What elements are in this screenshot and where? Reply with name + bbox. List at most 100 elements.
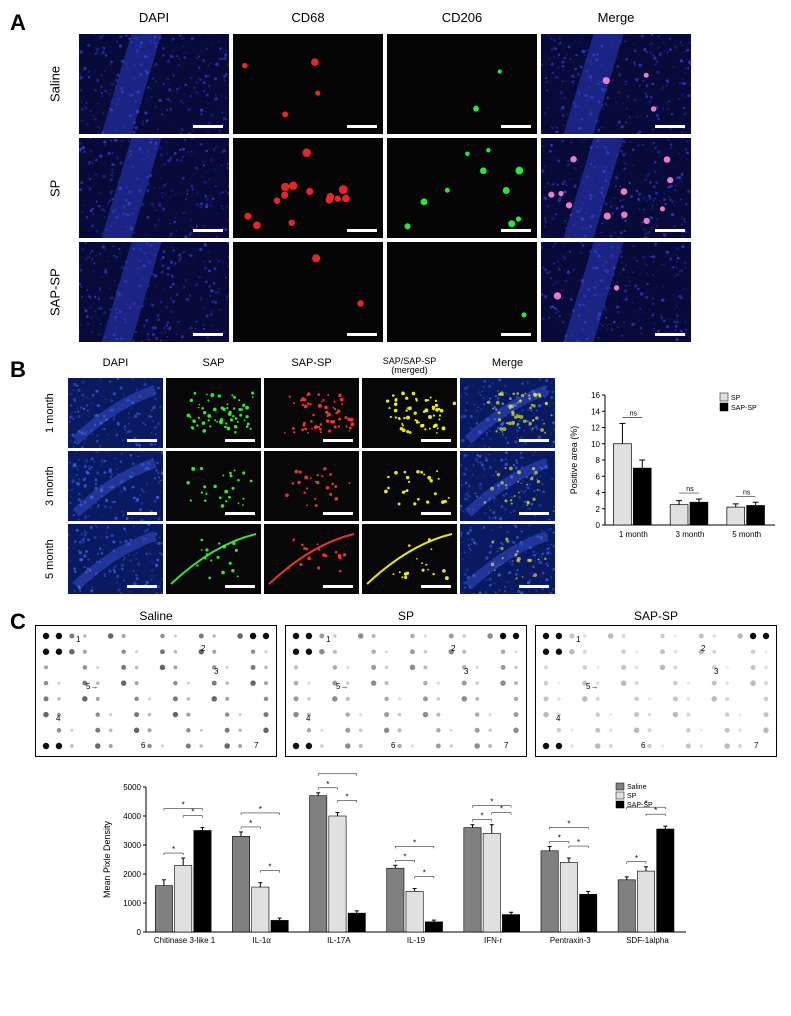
scale-bar <box>347 229 377 232</box>
row-header: Saline <box>35 34 75 134</box>
svg-text:ns: ns <box>630 410 638 417</box>
scale-bar <box>323 512 353 515</box>
col-header: CD206 <box>387 10 537 30</box>
svg-text:5000: 5000 <box>123 783 141 792</box>
panel-b: B DAPISAPSAP-SPSAP/SAP-SP (merged)Merge1… <box>10 357 781 594</box>
svg-text:2000: 2000 <box>123 870 141 879</box>
micrograph <box>233 34 383 134</box>
svg-text:Saline: Saline <box>627 784 647 791</box>
micrograph <box>541 138 691 238</box>
micrograph <box>362 451 457 521</box>
svg-text:Mean Pixle Density: Mean Pixle Density <box>102 820 112 898</box>
svg-text:SDF-1alpha: SDF-1alpha <box>626 936 669 945</box>
array-wrapper: Saline12345→67 <box>35 609 277 757</box>
svg-text:4: 4 <box>556 714 561 723</box>
panel-b-grid: DAPISAPSAP-SPSAP/SAP-SP (merged)Merge1 m… <box>35 357 555 594</box>
svg-text:IL-17A: IL-17A <box>327 936 351 945</box>
array-wrapper: SP 12345→67 <box>285 609 527 757</box>
svg-text:IL-19: IL-19 <box>406 936 425 945</box>
svg-text:*: * <box>499 805 502 814</box>
svg-text:7: 7 <box>254 741 259 750</box>
svg-text:0: 0 <box>596 521 601 530</box>
micrograph <box>541 34 691 134</box>
svg-text:16: 16 <box>591 391 600 400</box>
svg-text:1000: 1000 <box>123 899 141 908</box>
svg-text:Chitinase 3-like 1: Chitinase 3-like 1 <box>153 936 215 945</box>
svg-text:3: 3 <box>214 667 219 676</box>
micrograph <box>362 524 457 594</box>
svg-text:1 month: 1 month <box>619 530 648 539</box>
svg-text:3 month: 3 month <box>676 530 705 539</box>
col-header: Merge <box>541 10 691 30</box>
array-title: SAP-SP <box>535 609 777 623</box>
scale-bar <box>323 585 353 588</box>
micrograph <box>79 34 229 134</box>
scale-bar <box>225 512 255 515</box>
panel-a-label: A <box>10 10 26 36</box>
svg-text:*: * <box>634 854 637 863</box>
svg-text:*: * <box>567 819 570 828</box>
micrograph <box>79 138 229 238</box>
scale-bar <box>193 333 223 336</box>
row-header: 3 month <box>35 451 65 521</box>
svg-text:Positive area (%): Positive area (%) <box>569 426 579 495</box>
scale-bar <box>421 585 451 588</box>
svg-text:3000: 3000 <box>123 841 141 850</box>
row-header: SAP-SP <box>35 242 75 342</box>
svg-text:*: * <box>413 838 416 847</box>
row-header: SP <box>35 138 75 238</box>
svg-text:1: 1 <box>76 635 81 644</box>
svg-text:*: * <box>326 780 329 789</box>
micrograph <box>166 524 261 594</box>
panel-b-label: B <box>10 357 26 383</box>
svg-text:*: * <box>345 793 348 802</box>
scale-bar <box>519 512 549 515</box>
scale-bar <box>501 125 531 128</box>
svg-text:2: 2 <box>451 644 456 653</box>
scale-bar <box>347 333 377 336</box>
svg-text:ns: ns <box>743 489 751 496</box>
svg-text:0: 0 <box>136 928 141 937</box>
svg-text:*: * <box>191 808 194 817</box>
scale-bar <box>655 333 685 336</box>
svg-text:6: 6 <box>141 741 146 750</box>
svg-text:ns: ns <box>686 486 694 493</box>
micrograph <box>541 242 691 342</box>
svg-text:2: 2 <box>701 644 706 653</box>
svg-text:SP: SP <box>731 395 741 402</box>
micrograph <box>387 138 537 238</box>
svg-text:SAP-SP: SAP-SP <box>627 802 653 809</box>
svg-text:*: * <box>422 869 425 878</box>
scale-bar <box>193 125 223 128</box>
scale-bar <box>519 439 549 442</box>
col-header: SAP-SP <box>264 357 359 375</box>
svg-text:*: * <box>654 806 657 815</box>
array-title: SP <box>285 609 527 623</box>
micrograph <box>264 378 359 448</box>
micrograph <box>68 451 163 521</box>
svg-text:Pentraxin-3: Pentraxin-3 <box>549 936 590 945</box>
svg-text:*: * <box>258 805 261 814</box>
svg-text:5 month: 5 month <box>732 530 761 539</box>
micrograph <box>387 242 537 342</box>
micrograph <box>460 524 555 594</box>
cytokine-array: 12345→67 <box>35 625 277 757</box>
col-header: SAP/SAP-SP (merged) <box>362 357 457 375</box>
svg-text:8: 8 <box>596 456 601 465</box>
micrograph <box>264 451 359 521</box>
svg-text:5→: 5→ <box>336 682 348 691</box>
array-title: Saline <box>35 609 277 623</box>
cytokine-array: 12345→67 <box>285 625 527 757</box>
micrograph <box>460 378 555 448</box>
micrograph <box>460 451 555 521</box>
col-header: CD68 <box>233 10 383 30</box>
svg-text:2: 2 <box>596 505 601 514</box>
svg-text:10: 10 <box>591 440 600 449</box>
svg-text:*: * <box>181 801 184 810</box>
panel-b-chart: 0246810121416Positive area (%)ns1 monthn… <box>565 375 785 555</box>
svg-text:*: * <box>576 838 579 847</box>
svg-text:3: 3 <box>714 667 719 676</box>
scale-bar <box>655 125 685 128</box>
cytokine-array: 12345→67 <box>535 625 777 757</box>
panel-a: A DAPICD68CD206MergeSalineSPSAP-SP <box>10 10 781 342</box>
